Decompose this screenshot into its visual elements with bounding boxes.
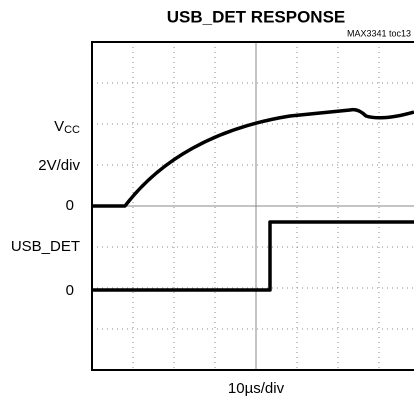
channel-label: USB_DET [11,238,80,255]
channel-name: V [54,118,64,135]
usb-det-trace [92,220,414,292]
vcc-trace [92,107,414,208]
grid [92,42,414,370]
zero-label: 0 [66,282,74,299]
channel-label: VCC [54,118,80,136]
zero-label: 0 [66,197,74,214]
channel-scale: 2V/div [38,157,80,174]
channel-name-sub: CC [64,124,80,136]
timebase: 10µs/div [228,380,285,397]
title: USB_DET RESPONSE [167,7,346,26]
subtitle: MAX3341 toc13 [347,28,411,38]
